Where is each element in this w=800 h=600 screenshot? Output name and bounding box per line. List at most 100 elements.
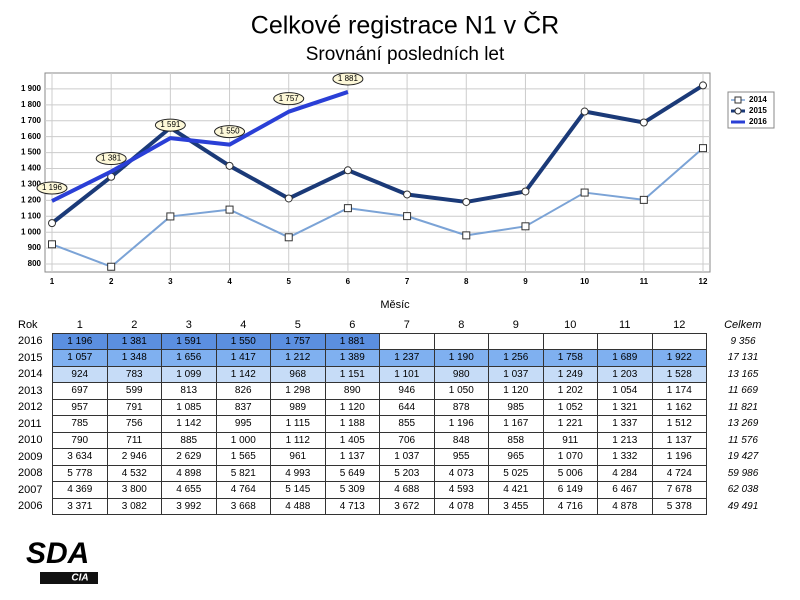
table-cell: 9 356 — [730, 335, 756, 347]
legend-label: 2016 — [749, 117, 767, 126]
x-tick-label: 10 — [580, 277, 589, 286]
table-cell: 6 149 — [542, 481, 598, 499]
table-cell: 1 249 — [542, 365, 598, 383]
table-cell: 1 528 — [651, 365, 707, 383]
table-cell: 5 025 — [488, 464, 544, 482]
table-cell: 1 348 — [106, 349, 162, 367]
table-cell: 1 256 — [488, 349, 544, 367]
table-cell: 2014 — [18, 368, 43, 381]
table-cell: 1 101 — [379, 365, 435, 383]
table-cell: 1 070 — [542, 448, 598, 466]
table-cell: 62 038 — [727, 484, 759, 496]
marker — [403, 190, 412, 199]
x-tick-label: 6 — [346, 277, 351, 286]
table-cell: 2012 — [18, 401, 43, 414]
table-cell: 12 — [673, 318, 686, 331]
table-cell: 3 634 — [52, 448, 108, 466]
table-cell: 6 — [349, 318, 356, 331]
table-cell: 4 764 — [215, 481, 271, 499]
marker — [403, 212, 412, 221]
table-cell: 1 000 — [215, 431, 271, 449]
table-cell: 4 993 — [270, 464, 326, 482]
table-cell: 5 145 — [270, 481, 326, 499]
marker — [284, 233, 293, 242]
data-label-bubble — [154, 118, 186, 132]
table-cell: 13 269 — [727, 418, 759, 430]
table-cell: 4 369 — [52, 481, 108, 499]
table-cell: 1 321 — [597, 398, 653, 416]
table-cell: 1 512 — [651, 415, 707, 433]
table-cell — [597, 332, 653, 350]
y-tick-label: 900 — [28, 243, 42, 252]
table-cell: 1 — [76, 318, 83, 331]
x-tick-label: 7 — [405, 277, 410, 286]
table-cell: 1 591 — [161, 332, 217, 350]
table-cell: 1 120 — [488, 382, 544, 400]
chart-title: Celkové registrace N1 v ČR — [251, 11, 559, 40]
y-tick-label: 1 400 — [21, 164, 42, 173]
table-cell: 946 — [379, 382, 435, 400]
marker — [343, 166, 352, 175]
table-cell: 1 151 — [324, 365, 380, 383]
table-cell: 2008 — [18, 467, 43, 480]
table-cell: 1 190 — [433, 349, 489, 367]
y-tick-label: 1 000 — [21, 227, 42, 236]
table-cell: 11 821 — [728, 401, 758, 413]
table-cell: 2015 — [18, 351, 43, 364]
data-label: 1 196 — [42, 183, 63, 192]
data-table: Rok 1 2 3 4 5 6 7 8 9 10 11 12 Celkem 2016 1 196 1 381 1 … — [18, 317, 779, 515]
table-cell: 2009 — [18, 450, 43, 463]
table-cell: 1 120 — [324, 398, 380, 416]
table-row: 2013 697 599 813 826 1 298 890 946 1 050 1 120 1 2… — [18, 382, 779, 400]
x-tick-label: 2 — [109, 277, 114, 286]
table-cell: 965 — [488, 448, 544, 466]
table-cell: 848 — [433, 431, 489, 449]
plot-frame — [44, 72, 711, 273]
table-cell: 4 724 — [651, 464, 707, 482]
table-cell: 4 078 — [433, 497, 489, 515]
table-row: 2016 1 196 1 381 1 591 1 550 1 757 1 881 9 356 — [18, 332, 779, 350]
data-label-bubble — [214, 125, 246, 139]
marker — [284, 194, 293, 203]
table-cell: 1 037 — [488, 365, 544, 383]
marker — [462, 197, 471, 206]
table-cell: 1 337 — [597, 415, 653, 433]
table-cell: 1 142 — [161, 415, 217, 433]
data-label: 1 591 — [160, 120, 181, 129]
legend-label: 2015 — [749, 106, 767, 115]
table-cell: 1 298 — [270, 382, 326, 400]
logo: SDA CIA — [26, 537, 98, 584]
table-cell: 3 668 — [215, 497, 271, 515]
table-cell: 855 — [379, 415, 435, 433]
series-line — [51, 147, 704, 268]
table-cell: 791 — [106, 398, 162, 416]
table-cell: 826 — [215, 382, 271, 400]
table-cell: 1 057 — [52, 349, 108, 367]
table-cell: 995 — [215, 415, 271, 433]
table-cell: 6 467 — [597, 481, 653, 499]
table-cell: 2 — [131, 318, 138, 331]
x-tick-label: 8 — [464, 277, 469, 286]
marker — [107, 262, 116, 271]
table-cell: 1 405 — [324, 431, 380, 449]
table-cell: 3 371 — [52, 497, 108, 515]
table-cell: 924 — [52, 365, 108, 383]
table-row: 2009 3 634 2 946 2 629 1 565 961 1 137 1 037 955… — [18, 448, 779, 466]
table-cell: 1 237 — [379, 349, 435, 367]
table-cell: Rok — [18, 319, 38, 331]
table-cell: 1 758 — [542, 349, 598, 367]
table-cell: 3 082 — [106, 497, 162, 515]
table-cell: 5 378 — [651, 497, 707, 515]
table-cell: 11 669 — [728, 385, 758, 397]
table-cell: 2011 — [18, 417, 42, 430]
marker — [48, 240, 56, 249]
table-cell: 911 — [542, 431, 598, 449]
table-cell: 5 778 — [52, 464, 108, 482]
table-cell: 3 — [185, 318, 192, 331]
table-cell: 813 — [161, 382, 217, 400]
table-cell: 1 085 — [161, 398, 217, 416]
table-cell: 890 — [324, 382, 380, 400]
table-cell: 19 427 — [727, 451, 759, 463]
data-label-bubble — [273, 92, 305, 106]
